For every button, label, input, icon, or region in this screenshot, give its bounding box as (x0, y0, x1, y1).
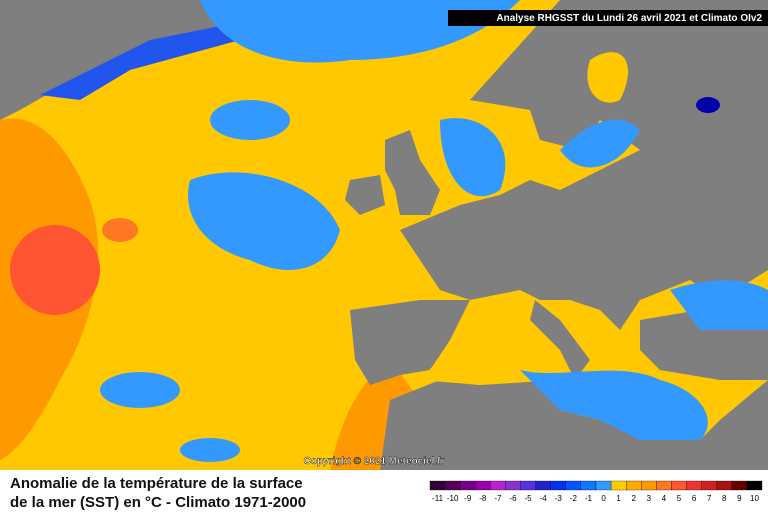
legend-swatch (686, 480, 702, 491)
legend-swatch (580, 480, 597, 491)
legend-label: 1 (616, 494, 621, 503)
land (385, 130, 440, 215)
legend-label: -11 (432, 494, 444, 503)
legend-label: 5 (677, 494, 682, 503)
legend-label: 4 (662, 494, 667, 503)
cool-anomaly (440, 118, 506, 197)
cold-anomaly (696, 97, 720, 113)
legend-label: 8 (722, 494, 727, 503)
legend-label: -10 (447, 494, 459, 503)
legend-swatch (505, 480, 521, 491)
warm-anomaly (102, 218, 138, 242)
copyright: Copyright © 2021 Meteociel.fr (304, 456, 445, 467)
cool-anomaly (520, 370, 708, 440)
caption: de la mer (SST) en °C - Climato 1971-200… (10, 494, 306, 511)
legend-label: -8 (479, 494, 487, 503)
legend-swatch (626, 480, 642, 491)
land (530, 300, 590, 380)
header-title: Analyse RHGSST du Lundi 26 avril 2021 et… (496, 13, 762, 24)
legend-swatch (565, 480, 582, 491)
cool-anomaly (210, 100, 290, 140)
legend-swatch (520, 480, 536, 491)
legend-swatch (701, 480, 717, 491)
warm-anomaly (10, 225, 100, 315)
legend-swatch (656, 480, 672, 491)
legend-swatch (490, 480, 506, 491)
legend-label: -1 (585, 494, 593, 503)
caption: Anomalie de la température de la surface (10, 475, 303, 492)
legend-swatch (595, 480, 612, 491)
land (380, 370, 768, 470)
legend-swatch (610, 480, 627, 491)
legend-label: 9 (737, 494, 742, 503)
cool-anomaly (670, 280, 768, 330)
legend-swatch (641, 480, 657, 491)
legend-swatch (429, 480, 446, 491)
legend-swatch (535, 480, 551, 491)
legend-label: 6 (692, 494, 697, 503)
cool-anomaly (180, 438, 240, 462)
legend-label: 2 (632, 494, 637, 503)
legend-swatch (746, 480, 763, 491)
legend-label: 10 (750, 494, 759, 503)
legend-swatch (671, 480, 687, 491)
land (345, 175, 385, 215)
cool-anomaly (100, 372, 180, 408)
sea (587, 52, 629, 103)
legend-label: 0 (601, 494, 606, 503)
legend-swatch (475, 480, 491, 491)
legend-label: -5 (525, 494, 533, 503)
legend-swatch (731, 480, 748, 491)
legend-swatch (550, 480, 566, 491)
legend-label: 7 (707, 494, 712, 503)
land (400, 0, 768, 330)
cool-anomaly (560, 119, 640, 168)
cool-anomaly (188, 172, 340, 270)
legend-label: 3 (647, 494, 652, 503)
legend-label: -7 (494, 494, 502, 503)
legend-label: -4 (540, 494, 548, 503)
legend-swatch (444, 480, 461, 491)
legend-swatch (460, 480, 476, 491)
legend-label: -9 (464, 494, 472, 503)
legend-label: -3 (555, 494, 563, 503)
color-legend: -11 -10 -9 -8 -7 -6 -5 -4 -3 -2 -1 0 1 2 3 4 5 6 7 8 9 10 (429, 480, 763, 503)
legend-label: -6 (509, 494, 517, 503)
legend-label: -2 (570, 494, 578, 503)
map: Analyse RHGSST du Lundi 26 avril 2021 et… (0, 0, 768, 470)
cool-anomaly (200, 0, 520, 63)
header-bar (448, 10, 768, 26)
legend-swatch (716, 480, 732, 491)
land (0, 0, 330, 120)
land (350, 300, 470, 385)
